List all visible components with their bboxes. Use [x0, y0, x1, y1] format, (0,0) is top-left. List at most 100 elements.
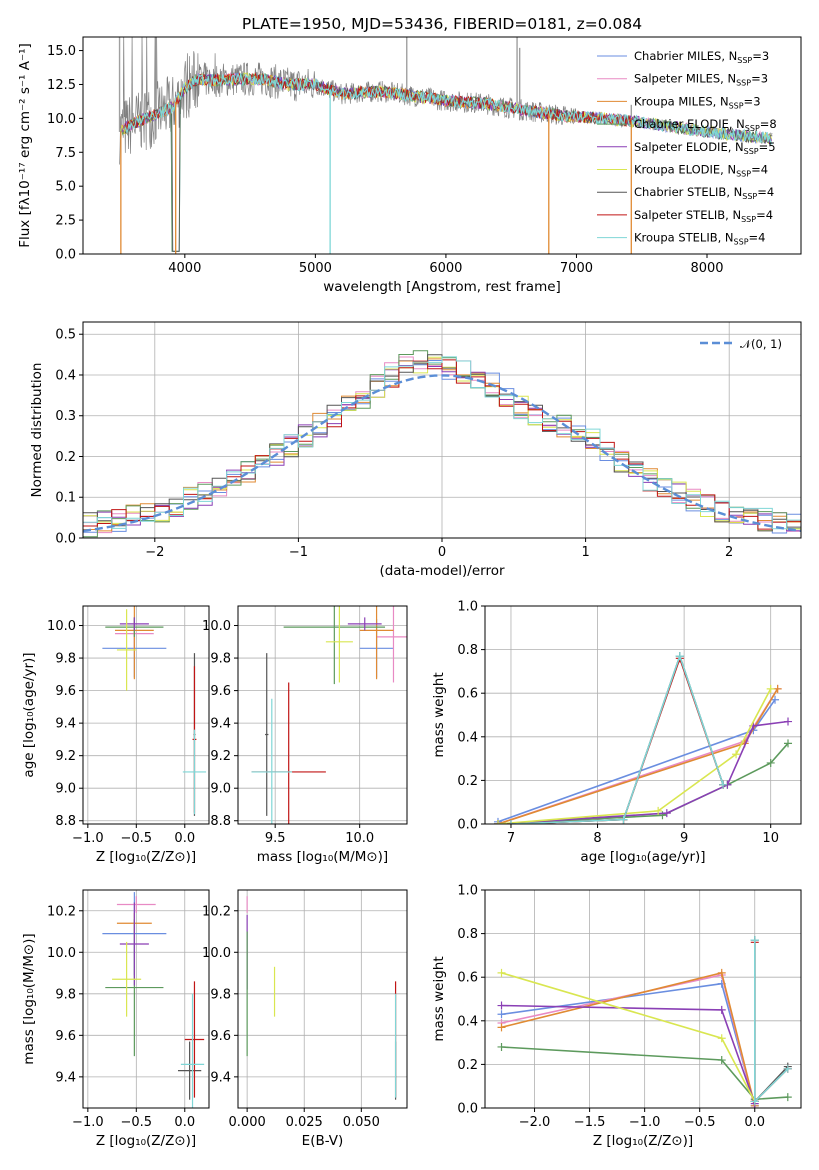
mass-weight-line	[501, 972, 756, 1102]
data-point-marker	[766, 758, 775, 767]
y-tick-label: 0.0	[55, 248, 76, 263]
legend-entry: Kroupa ELODIE, NSSP=4	[634, 163, 768, 179]
data-point-marker	[783, 1093, 792, 1102]
legend-nssp-eq: =	[744, 94, 754, 108]
legend-name: Kroupa ELODIE	[634, 163, 720, 177]
y-tick-label: 9.6	[210, 684, 231, 699]
x-tick-label: −1.0	[629, 1115, 661, 1130]
x-axis-label: wavelength [Angstrom, rest frame]	[323, 279, 561, 295]
mass-vs-ebv-panel: 0.000 0.025 0.050 9.4 9.6 9.8 10.0 10.2 E(B-V)	[202, 889, 408, 1149]
y-tick-label: 0.4	[457, 1014, 478, 1029]
data-point-marker	[717, 1005, 726, 1014]
legend-nssp-prefix: , N	[726, 185, 742, 199]
y-tick-label: 10.0	[47, 619, 76, 634]
y-tick-label: 0.0	[457, 1102, 478, 1117]
y-tick-label: 0.2	[55, 450, 76, 465]
legend-name: Kroupa STELIB	[634, 231, 718, 245]
mass-weight-line	[501, 982, 756, 1107]
y-tick-label: 0.6	[457, 687, 478, 702]
y-tick-label: 9.8	[210, 987, 231, 1002]
y-tick-label: 0.2	[457, 774, 478, 789]
x-tick-label: 0.025	[286, 1115, 323, 1130]
legend-nssp-eq: =	[749, 231, 759, 245]
x-tick-label: 0.000	[229, 1115, 266, 1130]
legend-nssp-eq: =	[751, 72, 761, 86]
legend-nssp-value: 3	[762, 49, 769, 63]
x-axis-label: Z [log₁₀(Z/Z⊙)]	[593, 1133, 693, 1149]
legend-nssp-prefix: , N	[725, 208, 741, 222]
legend-name: Chabrier STELIB	[634, 185, 726, 199]
grid-lines	[485, 889, 801, 1109]
residual-histogram	[83, 359, 801, 530]
y-axis-label: mass [log₁₀(M/M⊙)]	[21, 933, 37, 1064]
legend-nssp-eq: =	[757, 185, 767, 199]
y-tick-label: 0.6	[457, 971, 478, 986]
x-tick-label: 7000	[560, 261, 593, 276]
x-axis-label: Z [log₁₀(Z/Z⊙)]	[96, 849, 196, 865]
y-tick-label: 0.3	[55, 409, 76, 424]
mass-vs-metallicity-panel: −1.0 −0.5 0.0 9.4 9.6 9.8 10.0 10.2 Z [log₁₀(Z/Z…	[21, 889, 210, 1149]
y-tick-label: 9.4	[210, 717, 231, 732]
legend-entry: Chabrier STELIB, NSSP=4	[634, 185, 774, 201]
legend-nssp-eq: =	[751, 163, 761, 177]
y-tick-label: 7.5	[55, 146, 76, 161]
mass-weight-line	[501, 1046, 788, 1101]
y-tick-label: 9.6	[210, 1029, 231, 1044]
legend-nssp-prefix: , N	[718, 231, 734, 245]
data-point-marker	[497, 968, 506, 977]
grid-lines	[83, 606, 209, 824]
y-tick-label: 10.0	[47, 946, 76, 961]
y-tick-label: 0.0	[457, 818, 478, 833]
plot-area	[493, 652, 793, 824]
legend-nssp-value: 4	[767, 185, 774, 199]
x-axis-label: Z [log₁₀(Z/Z⊙)]	[96, 1133, 196, 1149]
y-tick-label: 15.0	[47, 44, 76, 59]
y-tick-label: 0.8	[457, 643, 478, 658]
x-axis-label: age [log₁₀(age/yr)]	[580, 849, 705, 865]
age-vs-metallicity-panel: −1.0 −0.5 0.0 8.8 9.0 9.2 9.4 9.6 9.8 10.0 Z [log₁…	[21, 605, 210, 865]
axes-frame	[82, 321, 802, 539]
y-axis-label: Flux [fλ10⁻¹⁷ erg cm⁻² s⁻¹ A⁻¹]	[17, 43, 33, 248]
data-point-marker	[783, 1064, 792, 1073]
y-tick-label: 0.0	[55, 532, 76, 547]
x-tick-label: 2	[725, 545, 733, 560]
y-axis-label: mass weight	[431, 956, 447, 1041]
data-point-marker	[732, 750, 741, 759]
data-point-marker	[497, 1010, 506, 1019]
x-axis-label: mass [log₁₀(M/M⊙)]	[257, 849, 388, 865]
y-tick-label: 2.5	[55, 214, 76, 229]
y-tick-label: 0.8	[457, 927, 478, 942]
plot-area	[102, 892, 205, 1108]
grid-lines	[83, 890, 209, 1108]
legend-nssp-eq: =	[760, 117, 770, 131]
x-tick-label: −2	[145, 545, 164, 560]
mass-weight-line	[753, 942, 789, 1104]
legend-nssp-eq: =	[752, 49, 762, 63]
legend-name: Chabrier ELODIE	[634, 117, 729, 131]
data-point-marker	[750, 1097, 759, 1106]
legend-name: Salpeter STELIB	[634, 208, 725, 222]
legend-nssp-sub: SSP	[736, 170, 751, 179]
y-tick-label: 10.2	[202, 904, 231, 919]
legend-entry: Salpeter STELIB, NSSP=4	[634, 208, 773, 224]
residual-histogram	[83, 356, 801, 530]
y-tick-label: 9.6	[55, 684, 76, 699]
plot-area	[246, 896, 397, 1100]
x-tick-label: 7	[507, 831, 515, 846]
legend-entry: Salpeter ELODIE, NSSP=5	[634, 140, 776, 156]
axes-frame	[82, 889, 210, 1109]
x-tick-label: 0.0	[174, 1115, 195, 1130]
x-tick-label: 5000	[299, 261, 332, 276]
y-tick-label: 9.0	[210, 782, 231, 797]
chart-title: PLATE=1950, MJD=53436, FIBERID=0181, z=0…	[242, 15, 642, 33]
legend-nssp-prefix: , N	[720, 72, 736, 86]
y-tick-label: 9.4	[210, 1070, 231, 1085]
x-tick-label: 0.050	[343, 1115, 380, 1130]
normal-curve	[83, 374, 801, 533]
y-axis-label: mass weight	[431, 672, 447, 757]
axes-frame	[82, 605, 210, 825]
legend-entry: Kroupa MILES, NSSP=3	[634, 94, 761, 110]
legend-nssp-prefix: , N	[728, 140, 744, 154]
axes-frame	[237, 889, 408, 1109]
